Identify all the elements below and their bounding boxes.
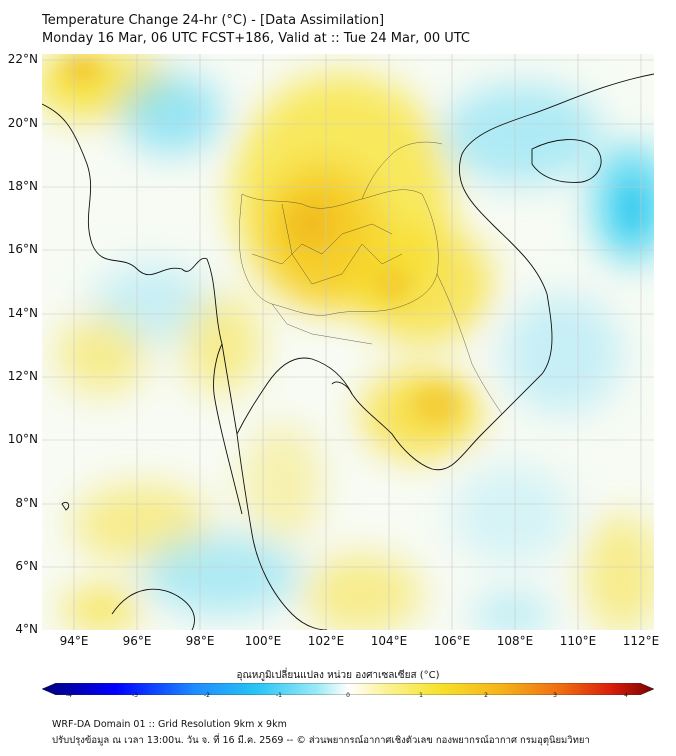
lon-label-96e: 96°E — [117, 634, 157, 648]
lat-label-20n: 20°N — [4, 116, 38, 130]
title-line-1: Temperature Change 24-hr (°C) - [Data As… — [42, 12, 470, 30]
chart-title: Temperature Change 24-hr (°C) - [Data As… — [42, 12, 470, 48]
lon-label-98e: 98°E — [180, 634, 220, 648]
lat-label-4n: 4°N — [4, 622, 38, 636]
lon-label-110e: 110°E — [558, 634, 598, 648]
lat-label-8n: 8°N — [4, 496, 38, 510]
lon-label-106e: 106°E — [432, 634, 472, 648]
map-panel[interactable] — [42, 54, 654, 630]
lat-label-6n: 6°N — [4, 559, 38, 573]
lon-label-104e: 104°E — [369, 634, 409, 648]
colorbar-tick: 2 — [476, 692, 496, 699]
lat-label-10n: 10°N — [4, 432, 38, 446]
lat-label-18n: 18°N — [4, 179, 38, 193]
colorbar-tick: 0 — [338, 692, 358, 699]
lon-label-108e: 108°E — [495, 634, 535, 648]
lon-label-102e: 102°E — [306, 634, 346, 648]
colorbar-tick: -1 — [269, 692, 289, 699]
lat-label-12n: 12°N — [4, 369, 38, 383]
map-svg — [42, 54, 654, 630]
colorbar-tick: -4 — [59, 692, 79, 699]
title-line-2: Monday 16 Mar, 06 UTC FCST+186, Valid at… — [42, 30, 470, 48]
colorbar-tick: -2 — [197, 692, 217, 699]
lon-label-100e: 100°E — [243, 634, 283, 648]
colorbar-tick: 4 — [616, 692, 636, 699]
footer-line-1: WRF-DA Domain 01 :: Grid Resolution 9km … — [52, 719, 287, 730]
lon-label-94e: 94°E — [54, 634, 94, 648]
lat-label-22n: 22°N — [4, 52, 38, 66]
lat-label-16n: 16°N — [4, 242, 38, 256]
footer-line-2: ปรับปรุงข้อมูล ณ เวลา 13:00น. วัน จ. ที่… — [52, 733, 590, 748]
lon-label-112e: 112°E — [621, 634, 661, 648]
colorbar-tick: 3 — [545, 692, 565, 699]
colorbar-tick: 1 — [411, 692, 431, 699]
colorbar-tick: -3 — [125, 692, 145, 699]
lat-label-14n: 14°N — [4, 306, 38, 320]
